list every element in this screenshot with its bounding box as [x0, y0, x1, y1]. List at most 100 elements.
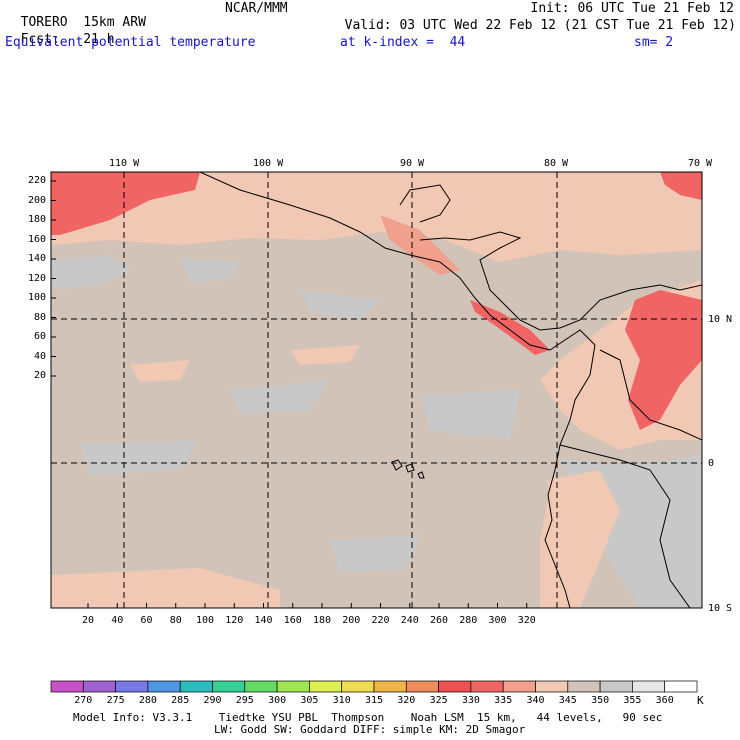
x-tick-label: 260 — [429, 615, 449, 626]
coast-mexico — [199, 172, 441, 263]
colorbar-cell — [535, 680, 569, 693]
y-tick-label: 160 — [27, 233, 46, 245]
colorbar-cell — [599, 680, 633, 693]
colorbar-label: 345 — [558, 695, 577, 706]
warm-patch — [51, 568, 280, 608]
colorbar-label: 360 — [655, 695, 674, 706]
cool-patch — [80, 440, 200, 475]
warm-patch — [130, 360, 190, 382]
y-tick-label: 60 — [33, 331, 46, 342]
hot-northwest-region — [51, 172, 200, 235]
border-peru-brazil — [559, 444, 691, 608]
x-tick-label: 220 — [371, 615, 390, 626]
lon-label-90w: 90 W — [400, 158, 425, 169]
colorbar-label: 275 — [106, 695, 125, 706]
colorbar-unit: K — [697, 694, 704, 707]
colorbar-cell — [664, 680, 698, 693]
valid-time: Valid: 03 UTC Wed 22 Feb 12 (21 CST Tue … — [344, 18, 736, 33]
colorbar-cell — [438, 680, 472, 693]
x-tick-label: 40 — [111, 615, 124, 626]
hot-central-america — [470, 300, 550, 355]
map-frame — [50, 171, 703, 609]
y-tick-label: 220 — [27, 175, 46, 186]
colorbar-label: 340 — [526, 695, 545, 706]
colorbar-cell — [212, 680, 246, 693]
field-name: Equivalent potential temperature — [5, 35, 256, 50]
y-tick-label: 100 — [27, 292, 46, 303]
x-tick-label: 160 — [283, 615, 302, 626]
colorbar-cell — [309, 680, 343, 693]
x-tick-label: 180 — [312, 615, 332, 626]
border-colombia — [599, 349, 702, 441]
cool-patch — [180, 258, 240, 282]
cool-patch — [300, 290, 380, 320]
y-tick-label: 20 — [33, 370, 46, 381]
level-info: at k-index = 44 — [340, 35, 466, 50]
y-tick-label: 40 — [33, 350, 46, 362]
x-tick-label: 80 — [169, 615, 182, 626]
colorbar-label: 285 — [171, 695, 190, 706]
warm-patch — [290, 345, 360, 365]
physics-info: LW: Godd SW: Goddard DIFF: simple KM: 2D… — [214, 723, 526, 736]
init-time: Init: 06 UTC Tue 21 Feb 12 — [530, 1, 735, 16]
hot-northeast-region — [660, 172, 702, 200]
colorbar-cell — [470, 680, 504, 693]
lon-label-70w: 70 W — [688, 158, 713, 169]
colorbar-cell — [567, 680, 601, 693]
lon-label-80w: 80 W — [544, 158, 569, 169]
model-info: Model Info: V3.3.1 Tiedtke YSU PBL Thomp… — [73, 711, 663, 724]
coast-caribbean — [419, 231, 702, 331]
colorbar-cell — [115, 680, 149, 693]
x-tick-label: 200 — [342, 615, 361, 626]
coast-central-america — [439, 261, 596, 351]
colorbar-label: 315 — [364, 695, 384, 706]
colorbar-label: 305 — [300, 695, 319, 706]
colorbar-label: 300 — [268, 695, 287, 706]
y-axis-ticks — [51, 180, 56, 377]
colorbar-cell — [244, 680, 278, 693]
x-tick-label: 120 — [225, 615, 244, 626]
colorbar-label: 320 — [397, 695, 416, 706]
y-tick-label: 120 — [27, 272, 46, 284]
lat-label-10s: 10 S — [708, 603, 733, 614]
coastlines — [199, 172, 702, 608]
colorbar-cell — [373, 680, 407, 693]
y-tick-label: 180 — [27, 214, 46, 225]
y-tick-label: 200 — [27, 194, 46, 206]
cool-patch — [420, 390, 520, 440]
x-tick-label: 140 — [254, 615, 273, 626]
x-tick-label: 280 — [459, 615, 478, 626]
y-tick-label: 80 — [33, 311, 46, 323]
colorbar-label: 280 — [138, 695, 157, 706]
colorbar-label: 355 — [623, 695, 642, 706]
warm-north-region — [51, 172, 702, 262]
smoothing-info: sm= 2 — [634, 35, 674, 50]
colorbar-label: 330 — [461, 695, 480, 706]
lat-label-0: 0 — [708, 458, 715, 469]
resolution: 15km ARW — [83, 15, 146, 30]
x-tick-label: 100 — [195, 615, 215, 626]
colorbar-label: 290 — [203, 695, 222, 706]
warm-coast-south — [540, 470, 620, 608]
model-name: TORERO — [20, 15, 68, 30]
colorbar-label: 295 — [235, 695, 254, 706]
x-tick-label: 320 — [517, 615, 536, 626]
coast-yucatan — [399, 184, 451, 223]
x-tick-label: 20 — [81, 615, 95, 626]
cool-patch — [230, 380, 330, 415]
colorbar-cell — [632, 680, 666, 693]
x-tick-label: 240 — [400, 615, 419, 626]
hot-colombia — [625, 290, 702, 430]
graticule — [51, 172, 702, 608]
lat-label-10n: 10 N — [708, 314, 733, 325]
colorbar-cell — [50, 680, 84, 693]
fcst-label: Fcst: — [20, 32, 60, 47]
lon-label-110w: 110 W — [109, 158, 140, 169]
model-title: TORERO 15km ARW — [5, 2, 146, 30]
colorbar-cell — [341, 680, 375, 693]
fcst-hours: 21 h — [83, 32, 115, 47]
x-tick-label: 60 — [140, 615, 153, 626]
colorbar-cell — [502, 680, 536, 693]
hot-central-america-north — [380, 215, 460, 275]
